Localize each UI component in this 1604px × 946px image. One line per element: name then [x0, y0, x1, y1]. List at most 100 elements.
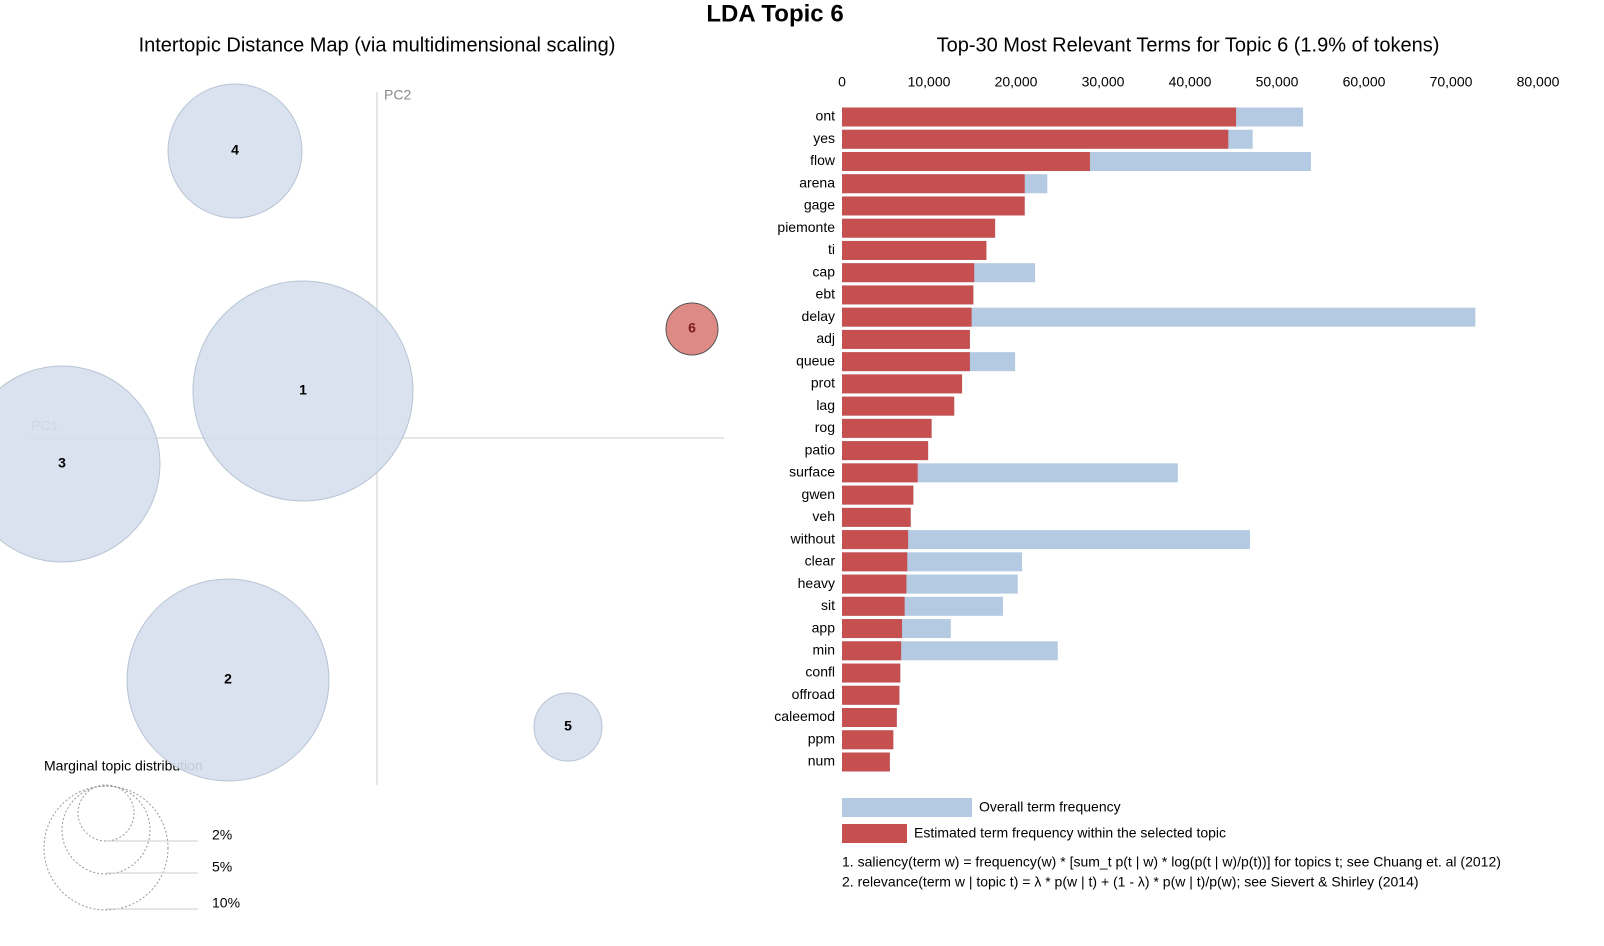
topic-circle	[533, 692, 603, 762]
x-tick-label: 40,000	[1169, 74, 1212, 90]
size-label: 10%	[212, 895, 240, 911]
bar	[842, 463, 1178, 483]
y-tick-label: surface	[789, 464, 835, 480]
size-legend	[43, 784, 169, 911]
y-tick-label: rog	[815, 419, 835, 435]
legend-title: Marginal topic distribution	[44, 758, 203, 774]
x-tick-label: 50,000	[1256, 74, 1299, 90]
y-tick-label: prot	[811, 375, 835, 391]
y-tick-label: offroad	[792, 686, 835, 702]
topic-circle	[665, 302, 719, 356]
y-tick-label: queue	[796, 352, 835, 368]
bar	[842, 107, 1237, 127]
y-tick-label: num	[808, 753, 835, 769]
map-title: Intertopic Distance Map (via multidimens…	[139, 34, 616, 56]
x-tick-label: 30,000	[1082, 74, 1125, 90]
topic-label: 5	[564, 718, 572, 734]
y-tick-label: caleemod	[774, 708, 835, 724]
y-tick-label: without	[790, 530, 835, 546]
bar	[842, 507, 911, 527]
y-tick-label: piemonte	[777, 219, 835, 235]
bar	[842, 730, 894, 750]
bar	[842, 619, 903, 639]
bar	[842, 374, 963, 394]
topic-circle	[167, 83, 303, 219]
size-circle	[77, 784, 135, 842]
y-tick-label: flow	[810, 152, 836, 168]
bar	[842, 329, 970, 349]
bar	[842, 596, 905, 616]
bar	[842, 307, 1476, 327]
x-tick-label: 70,000	[1430, 74, 1473, 90]
bar	[842, 641, 902, 661]
bar	[842, 352, 970, 372]
note: 2. relevance(term w | topic t) = λ * p(w…	[842, 874, 1419, 890]
topic-label: 1	[299, 382, 307, 398]
bar	[842, 552, 908, 572]
y-tick-label: ont	[816, 108, 836, 124]
topic-circle	[0, 365, 161, 563]
bar	[842, 441, 929, 461]
x-tick-label: 20,000	[995, 74, 1038, 90]
y-tick-label: ebt	[816, 286, 836, 302]
bar	[842, 240, 987, 260]
bar	[842, 285, 974, 305]
bar	[842, 418, 932, 438]
topic-circle	[192, 280, 414, 502]
y-tick-label: sit	[821, 597, 835, 613]
y-tick-label: gage	[804, 197, 835, 213]
x-tick-label: 60,000	[1343, 74, 1386, 90]
bar	[842, 574, 907, 594]
y-tick-label: app	[812, 619, 836, 635]
bar	[842, 530, 909, 550]
y-tick-label: min	[812, 641, 835, 657]
bar	[842, 752, 890, 772]
bar	[842, 174, 1025, 194]
x-tick-label: 10,000	[908, 74, 951, 90]
x-tick-label: 80,000	[1517, 74, 1560, 90]
y-tick-label: adj	[816, 330, 835, 346]
legend-label: Estimated term frequency within the sele…	[914, 825, 1226, 841]
y-tick-label: gwen	[802, 486, 835, 502]
bar	[842, 196, 1025, 216]
legend-swatch	[842, 824, 907, 843]
y-tick-label: patio	[805, 441, 836, 457]
bar	[842, 530, 1251, 550]
bar	[842, 307, 972, 327]
topic-circle	[126, 578, 330, 782]
y-tick-label: lag	[816, 397, 835, 413]
topic-label: 3	[58, 455, 66, 471]
bar	[842, 151, 1090, 171]
topic-label: 6	[688, 320, 696, 336]
y-tick-label: delay	[802, 308, 835, 324]
bar	[842, 218, 996, 238]
bar	[842, 463, 918, 483]
bar	[842, 485, 914, 505]
y-tick-label: cap	[812, 263, 835, 279]
size-label: 2%	[212, 827, 232, 843]
bar	[842, 663, 901, 683]
size-lines	[106, 840, 198, 910]
note: 1. saliency(term w) = frequency(w) * [su…	[842, 854, 1501, 870]
bar-title: Top-30 Most Relevant Terms for Topic 6 (…	[937, 34, 1440, 56]
x-tick-label: 0	[838, 74, 846, 90]
bar	[842, 129, 1229, 149]
y-tick-label: ppm	[808, 730, 835, 746]
size-label: 5%	[212, 859, 232, 875]
page-title: LDA Topic 6	[706, 0, 843, 27]
y-tick-label: confl	[805, 664, 835, 680]
y-tick-label: ti	[828, 241, 835, 257]
topic-label: 2	[224, 671, 232, 687]
y-tick-label: heavy	[798, 575, 835, 591]
y-tick-label: yes	[813, 130, 835, 146]
size-circle	[43, 785, 169, 911]
size-circle	[61, 785, 151, 875]
bar	[842, 396, 955, 416]
legend-label: Overall term frequency	[979, 799, 1121, 815]
legend-swatch	[842, 798, 972, 817]
bar	[842, 263, 975, 283]
y-tick-label: veh	[812, 508, 835, 524]
topic-label: 4	[231, 142, 239, 158]
y-tick-label: arena	[799, 174, 835, 190]
